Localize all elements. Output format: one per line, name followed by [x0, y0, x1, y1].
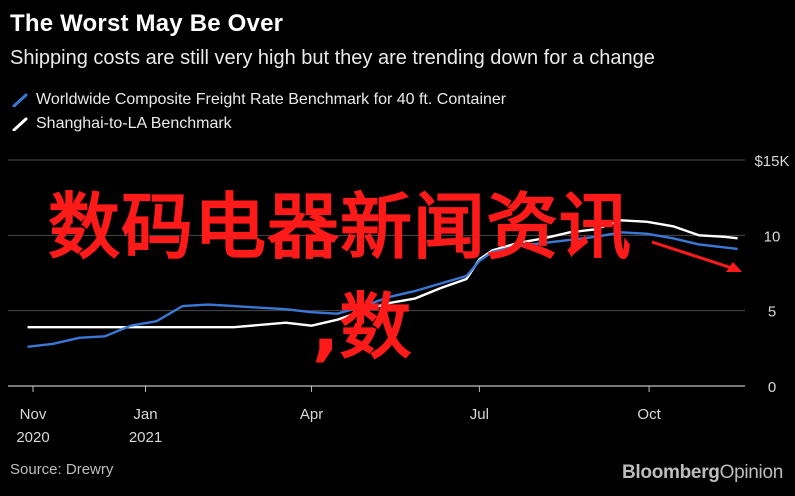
overlay-text-line2: ,数 — [312, 285, 412, 369]
overlay-arrow-shaft — [651, 240, 739, 272]
x-tick-label-0: Nov — [20, 406, 47, 423]
x-tick-sublabel-0: 2020 — [16, 429, 49, 446]
brand-logo-bold: Bloomberg — [622, 462, 720, 483]
legend-swatch-composite — [12, 93, 28, 107]
brand-logo: BloombergOpinion — [622, 462, 783, 484]
legend-item-shanghai-la: Shanghai-to-LA Benchmark — [12, 112, 506, 136]
x-tick-label-3: Jul — [470, 406, 489, 423]
chart-subtitle: Shipping costs are still very high but t… — [10, 47, 655, 69]
chart-title: The Worst May Be Over — [10, 10, 284, 37]
legend-label-composite: Worldwide Composite Freight Rate Benchma… — [36, 91, 507, 108]
y-tick-label-10: 10 — [764, 228, 781, 245]
legend-label-shanghai-la: Shanghai-to-LA Benchmark — [36, 115, 232, 132]
x-tick-label-1: Jan — [133, 406, 157, 423]
series-line-composite — [27, 231, 738, 348]
x-tick-label-2: Apr — [300, 406, 323, 423]
legend-item-composite: Worldwide Composite Freight Rate Benchma… — [12, 88, 506, 112]
x-tick-sublabel-1: 2021 — [129, 429, 162, 446]
brand-logo-light: Opinion — [719, 462, 784, 483]
x-tick-label-4: Oct — [637, 406, 661, 423]
series-line-shanghai-la — [27, 219, 738, 329]
y-tick-label-0: 0 — [768, 379, 776, 396]
legend: Worldwide Composite Freight Rate Benchma… — [12, 88, 506, 136]
overlay-text-line1: 数码电器新闻资讯 — [48, 185, 633, 269]
y-tick-label-15: $15K — [754, 153, 789, 170]
y-tick-label-5: 5 — [768, 304, 776, 321]
overlay-arrow-head — [726, 262, 742, 272]
source-note: Source: Drewry — [10, 461, 114, 478]
legend-swatch-shanghai-la — [12, 117, 28, 131]
